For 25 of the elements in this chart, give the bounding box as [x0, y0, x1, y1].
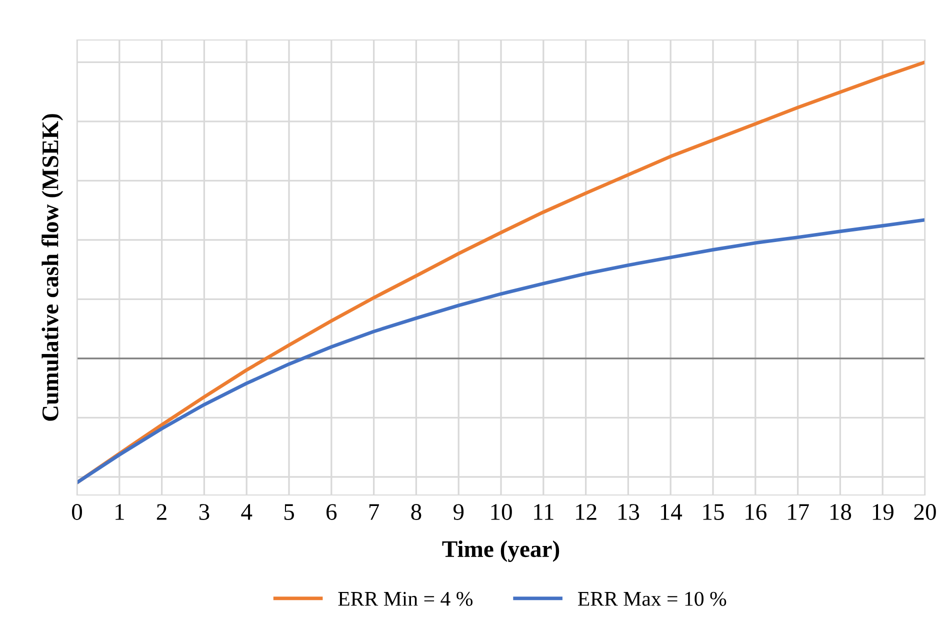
legend-label: ERR Min = 4 %: [338, 592, 473, 606]
y-axis-title: Cumulative cash flow (MSEK): [41, 114, 64, 421]
x-tick-label: 18: [830, 504, 852, 520]
x-tick-label: 8: [411, 504, 422, 520]
legend-label: ERR Max = 10 %: [578, 592, 726, 606]
x-tick-label: 1: [116, 504, 124, 520]
x-tick-label: 2: [156, 504, 166, 520]
x-tick-label: 3: [199, 504, 210, 520]
x-tick-label: 15: [703, 504, 724, 520]
x-tick-label: 7: [369, 504, 380, 520]
x-tick-label: 16: [746, 504, 766, 520]
x-tick-label: 0: [72, 504, 82, 520]
x-tick-label: 14: [660, 504, 682, 520]
x-tick-label: 10: [491, 504, 512, 520]
x-tick-label: 9: [453, 504, 464, 520]
x-tick-label: 20: [914, 504, 936, 520]
x-tick-label: 5: [284, 504, 294, 520]
x-tick-label: 13: [618, 504, 640, 520]
x-tick-label: 6: [326, 504, 337, 520]
x-tick-label: 17: [788, 504, 809, 520]
x-tick-label: 11: [534, 504, 554, 520]
x-tick-label: 4: [241, 504, 252, 520]
x-tick-label: 19: [872, 504, 894, 520]
x-axis-title: Time (year): [442, 540, 560, 562]
x-tick-label: 12: [576, 504, 596, 520]
